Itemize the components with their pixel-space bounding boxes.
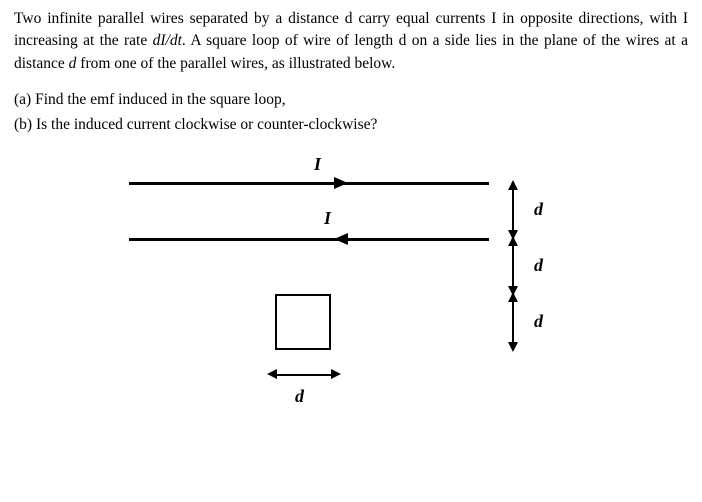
square-loop bbox=[275, 294, 331, 350]
bottom-wire bbox=[129, 238, 489, 241]
dim-h-left bbox=[267, 369, 277, 379]
questions-block: (a) Find the emf induced in the square l… bbox=[14, 89, 688, 136]
dim-v-up-1 bbox=[508, 236, 518, 246]
dim-v-down-2 bbox=[508, 342, 518, 352]
d-label-v-0: d bbox=[534, 199, 543, 220]
I-label-top: I bbox=[314, 154, 321, 175]
I-label-bottom: I bbox=[324, 208, 331, 229]
bottom-wire-arrow bbox=[334, 233, 348, 245]
d-label-v-1: d bbox=[534, 255, 543, 276]
figure: I Id d d d bbox=[14, 146, 688, 426]
question-b: (b) Is the induced current clockwise or … bbox=[14, 114, 688, 136]
dim-h bbox=[277, 374, 331, 376]
problem-paragraph: Two infinite parallel wires separated by… bbox=[14, 8, 688, 75]
top-wire-arrow bbox=[334, 177, 348, 189]
d-label-h: d bbox=[295, 386, 304, 407]
dim-v-0 bbox=[512, 188, 514, 232]
top-wire bbox=[129, 182, 489, 185]
question-a: (a) Find the emf induced in the square l… bbox=[14, 89, 688, 111]
d-label-v-2: d bbox=[534, 311, 543, 332]
dim-h-right bbox=[331, 369, 341, 379]
dim-v-2 bbox=[512, 300, 514, 344]
dim-v-up-2 bbox=[508, 292, 518, 302]
dim-v-up-0 bbox=[508, 180, 518, 190]
dim-v-1 bbox=[512, 244, 514, 288]
